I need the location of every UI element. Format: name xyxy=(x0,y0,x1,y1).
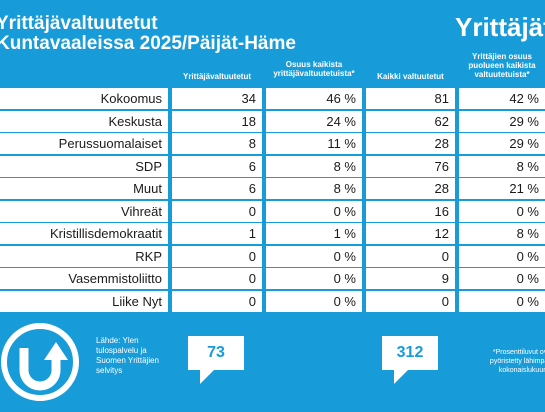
source: Lähde: Ylen tulospalvelu ja Suomen Yritt… xyxy=(96,336,159,375)
cell-value: 12 xyxy=(366,223,455,244)
party-name: Kokoomus xyxy=(0,88,168,109)
total: 73 xyxy=(188,336,244,370)
cell-value: 0 % xyxy=(266,268,362,289)
cell-value: 6 xyxy=(172,178,262,199)
ring xyxy=(1,323,79,401)
cell-value: 1 % xyxy=(266,223,362,244)
party-name: Vihreät xyxy=(0,200,168,222)
cell-value: 0 xyxy=(366,290,455,312)
title: Kuntavaaleissa 2025/Päijät-Häme xyxy=(0,33,296,54)
cell-value: 46 % xyxy=(266,88,362,109)
cell-value: 0 % xyxy=(266,245,362,267)
cell-value: 21 % xyxy=(459,178,545,199)
cell-value: 0 xyxy=(172,245,262,267)
cell-value: 8 xyxy=(172,133,262,154)
cell-value: 34 xyxy=(172,88,262,109)
title: Yrittäjävaltuutetut xyxy=(0,13,158,34)
cell-value: 0 % xyxy=(266,200,362,222)
column-header: Kaikki valtuutetut xyxy=(377,72,444,81)
cell-value: 0 xyxy=(366,245,455,267)
cell-value: 8 % xyxy=(266,178,362,199)
cell-value: 24 % xyxy=(266,110,362,132)
cell-value: 0 % xyxy=(266,290,362,312)
cell-value: 0 % xyxy=(459,268,545,289)
cell-value: 29 % xyxy=(459,110,545,132)
cell-value: 8 % xyxy=(459,155,545,177)
party-name: Kristillisdemokraatit xyxy=(0,223,168,244)
column-header: Yrittäjävaltuutetut xyxy=(182,72,251,81)
party-name: Vasemmistoliitto xyxy=(0,268,168,289)
cell-value: 28 xyxy=(366,178,455,199)
party-name: RKP xyxy=(0,245,168,267)
party-name: Keskusta xyxy=(0,110,168,132)
cell-value: 0 xyxy=(172,290,262,312)
cell-value: 6 xyxy=(172,155,262,177)
cell-value: 0 % xyxy=(459,200,545,222)
cell-value: 9 xyxy=(366,268,455,289)
cell-value: 62 xyxy=(366,110,455,132)
cell-value: 8 % xyxy=(459,223,545,244)
cell-value: 29 % xyxy=(459,133,545,154)
cell-value: 0 % xyxy=(459,245,545,267)
cell-value: 11 % xyxy=(266,133,362,154)
party-name: Muut xyxy=(0,178,168,199)
column-header: Osuus kaikista yrittäjävaltuutetuista* xyxy=(273,60,355,78)
cell-value: 8 % xyxy=(266,155,362,177)
bubble-tail xyxy=(200,370,214,384)
total: 312 xyxy=(382,336,438,370)
cell-value: 42 % xyxy=(459,88,545,109)
note: *Prosenttiluvut ovat pyöristetty lähimpä… xyxy=(489,349,545,374)
bubble-tail xyxy=(394,370,408,384)
cell-value: 18 xyxy=(172,110,262,132)
arrow-head xyxy=(44,342,68,360)
cell-value: 28 xyxy=(366,133,455,154)
party-name: SDP xyxy=(0,155,168,177)
cell-value: 76 xyxy=(366,155,455,177)
party-name: Liike Nyt xyxy=(0,290,168,312)
cell-value: 0 xyxy=(172,200,262,222)
cell-value: 0 xyxy=(172,268,262,289)
logo: Yrittäjät xyxy=(455,12,545,42)
column-header: Yrittäjien osuus puolueen kaikista valtu… xyxy=(468,52,536,79)
logo-mark xyxy=(1,323,79,401)
party-name: Perussuomalaiset xyxy=(0,133,168,154)
cell-value: 81 xyxy=(366,88,455,109)
u-arrow xyxy=(19,348,61,391)
cell-value: 0 % xyxy=(459,290,545,312)
cell-value: 16 xyxy=(366,200,455,222)
cell-value: 1 xyxy=(172,223,262,244)
